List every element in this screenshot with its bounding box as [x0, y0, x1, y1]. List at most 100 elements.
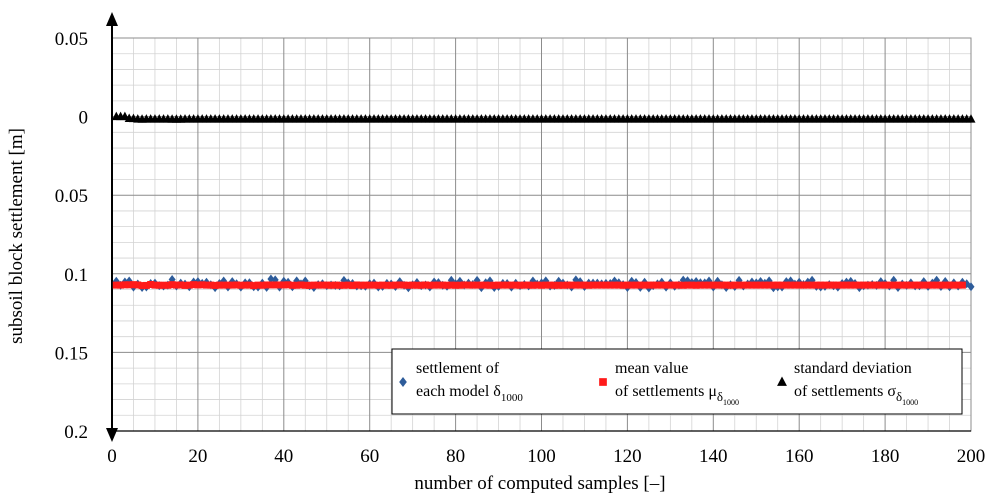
mean-point: [495, 281, 503, 289]
mean-point: [705, 281, 713, 289]
legend-square-marker: [599, 378, 607, 386]
mean-point: [580, 281, 588, 289]
mean-point: [280, 281, 288, 289]
mean-point: [658, 281, 666, 289]
mean-point: [735, 281, 743, 289]
mean-point: [542, 281, 550, 289]
mean-point: [860, 281, 868, 289]
mean-point: [297, 281, 305, 289]
mean-point: [344, 281, 352, 289]
mean-point: [726, 281, 734, 289]
mean-point: [533, 281, 541, 289]
mean-point: [327, 281, 335, 289]
mean-point: [903, 281, 911, 289]
mean-point: [958, 281, 966, 289]
mean-point: [434, 281, 442, 289]
mean-point: [851, 281, 859, 289]
mean-point: [211, 281, 219, 289]
mean-point: [194, 281, 202, 289]
mean-point: [507, 281, 515, 289]
mean-point: [898, 281, 906, 289]
mean-point: [722, 281, 730, 289]
mean-point: [821, 281, 829, 289]
mean-point: [250, 282, 258, 290]
mean-point: [314, 281, 322, 289]
std-dev-point: [966, 114, 976, 123]
mean-point: [924, 281, 932, 289]
mean-point: [937, 281, 945, 289]
mean-point: [391, 281, 399, 289]
x-tick-label: 160: [785, 446, 814, 467]
mean-point: [873, 281, 881, 289]
mean-point: [598, 281, 606, 289]
mean-point: [482, 281, 490, 289]
mean-point: [842, 281, 850, 289]
mean-point: [469, 281, 477, 289]
mean-point: [400, 281, 408, 289]
mean-point: [460, 281, 468, 289]
mean-point: [757, 281, 765, 289]
mean-point: [202, 281, 210, 289]
mean-point: [688, 281, 696, 289]
mean-point: [477, 281, 485, 289]
mean-point: [555, 281, 563, 289]
mean-point: [864, 281, 872, 289]
x-tick-label: 200: [957, 446, 986, 467]
mean-point: [830, 281, 838, 289]
mean-point: [422, 281, 430, 289]
mean-point: [774, 281, 782, 289]
mean-point: [692, 281, 700, 289]
mean-point: [623, 281, 631, 289]
mean-point: [349, 281, 357, 289]
mean-point: [894, 281, 902, 289]
mean-point: [520, 281, 528, 289]
mean-point: [752, 281, 760, 289]
legend: settlement of each model δ1000 mean value o…: [391, 348, 963, 415]
mean-point: [671, 281, 679, 289]
y-axis-bottom-arrow: [106, 428, 118, 442]
mean-point: [263, 281, 271, 289]
mean-point: [164, 281, 172, 289]
y-tick-label: 0.05: [55, 29, 88, 50]
mean-point: [387, 281, 395, 289]
mean-point: [602, 281, 610, 289]
mean-point: [254, 281, 262, 289]
x-tick-label: 60: [360, 446, 379, 467]
mean-point: [215, 281, 223, 289]
mean-point: [417, 281, 425, 289]
settlement-point: [967, 282, 975, 292]
mean-point: [306, 281, 314, 289]
mean-point: [284, 281, 292, 289]
mean-point: [911, 281, 919, 289]
y-axis-top-arrow: [106, 12, 118, 26]
legend-entry: mean value of settlements μδ1000: [599, 360, 739, 407]
mean-point: [834, 281, 842, 289]
mean-point: [267, 281, 275, 289]
mean-point: [679, 281, 687, 289]
axes: [106, 12, 972, 442]
mean-point: [117, 281, 125, 289]
mean-point: [589, 281, 597, 289]
mean-point: [885, 281, 893, 289]
mean-point: [915, 281, 923, 289]
x-axis-title: number of computed samples [–]: [414, 473, 665, 493]
mean-point: [791, 281, 799, 289]
legend-label-line2: of settlements μδ1000: [615, 383, 739, 407]
mean-point: [134, 281, 142, 289]
mean-point: [168, 281, 176, 289]
legend-label-line1: standard deviation: [794, 360, 912, 377]
legend-label-line2: each model δ1000: [416, 383, 523, 404]
mean-point: [572, 281, 580, 289]
x-tick-label: 100: [527, 446, 556, 467]
mean-point: [718, 281, 726, 289]
mean-point: [941, 281, 949, 289]
mean-point: [795, 281, 803, 289]
mean-point: [357, 281, 365, 289]
x-tick-label: 0: [107, 446, 117, 467]
mean-point: [413, 281, 421, 289]
mean-point: [379, 281, 387, 289]
mean-point: [787, 281, 795, 289]
mean-point: [632, 281, 640, 289]
mean-point: [847, 281, 855, 289]
legend-entry: standard deviation of settlements σδ1000: [777, 360, 918, 407]
